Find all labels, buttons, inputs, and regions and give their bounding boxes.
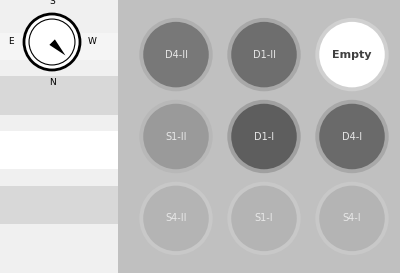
Circle shape: [24, 14, 80, 70]
Text: E: E: [8, 37, 14, 46]
Circle shape: [231, 22, 297, 87]
Text: D4-I: D4-I: [342, 132, 362, 141]
Circle shape: [143, 104, 209, 169]
Bar: [0, 186, 118, 224]
Bar: [0, 131, 118, 169]
Circle shape: [139, 100, 213, 173]
Polygon shape: [38, 29, 55, 45]
Circle shape: [315, 100, 389, 173]
Text: S4-I: S4-I: [343, 213, 361, 223]
Text: D1-II: D1-II: [252, 50, 276, 60]
Text: D4-II: D4-II: [164, 50, 188, 60]
Circle shape: [227, 182, 301, 255]
Circle shape: [231, 104, 297, 169]
Circle shape: [227, 18, 301, 91]
Text: Empty: Empty: [332, 50, 372, 60]
Text: W: W: [88, 37, 97, 46]
Circle shape: [315, 182, 389, 255]
Circle shape: [315, 18, 389, 91]
Circle shape: [29, 19, 75, 65]
Circle shape: [139, 182, 213, 255]
Circle shape: [143, 22, 209, 87]
Circle shape: [227, 100, 301, 173]
Text: D1-I: D1-I: [254, 132, 274, 141]
Polygon shape: [49, 39, 66, 55]
Circle shape: [319, 104, 385, 169]
Text: S1-II: S1-II: [165, 132, 187, 141]
Circle shape: [139, 18, 213, 91]
Bar: [0, 76, 118, 115]
Text: N: N: [49, 78, 55, 87]
Text: S4-II: S4-II: [165, 213, 187, 223]
Bar: [118, 0, 400, 273]
Bar: [0, 33, 118, 60]
Text: S1-I: S1-I: [255, 213, 273, 223]
Circle shape: [319, 22, 385, 87]
Circle shape: [319, 186, 385, 251]
Text: S: S: [49, 0, 55, 6]
Circle shape: [231, 186, 297, 251]
Circle shape: [143, 186, 209, 251]
